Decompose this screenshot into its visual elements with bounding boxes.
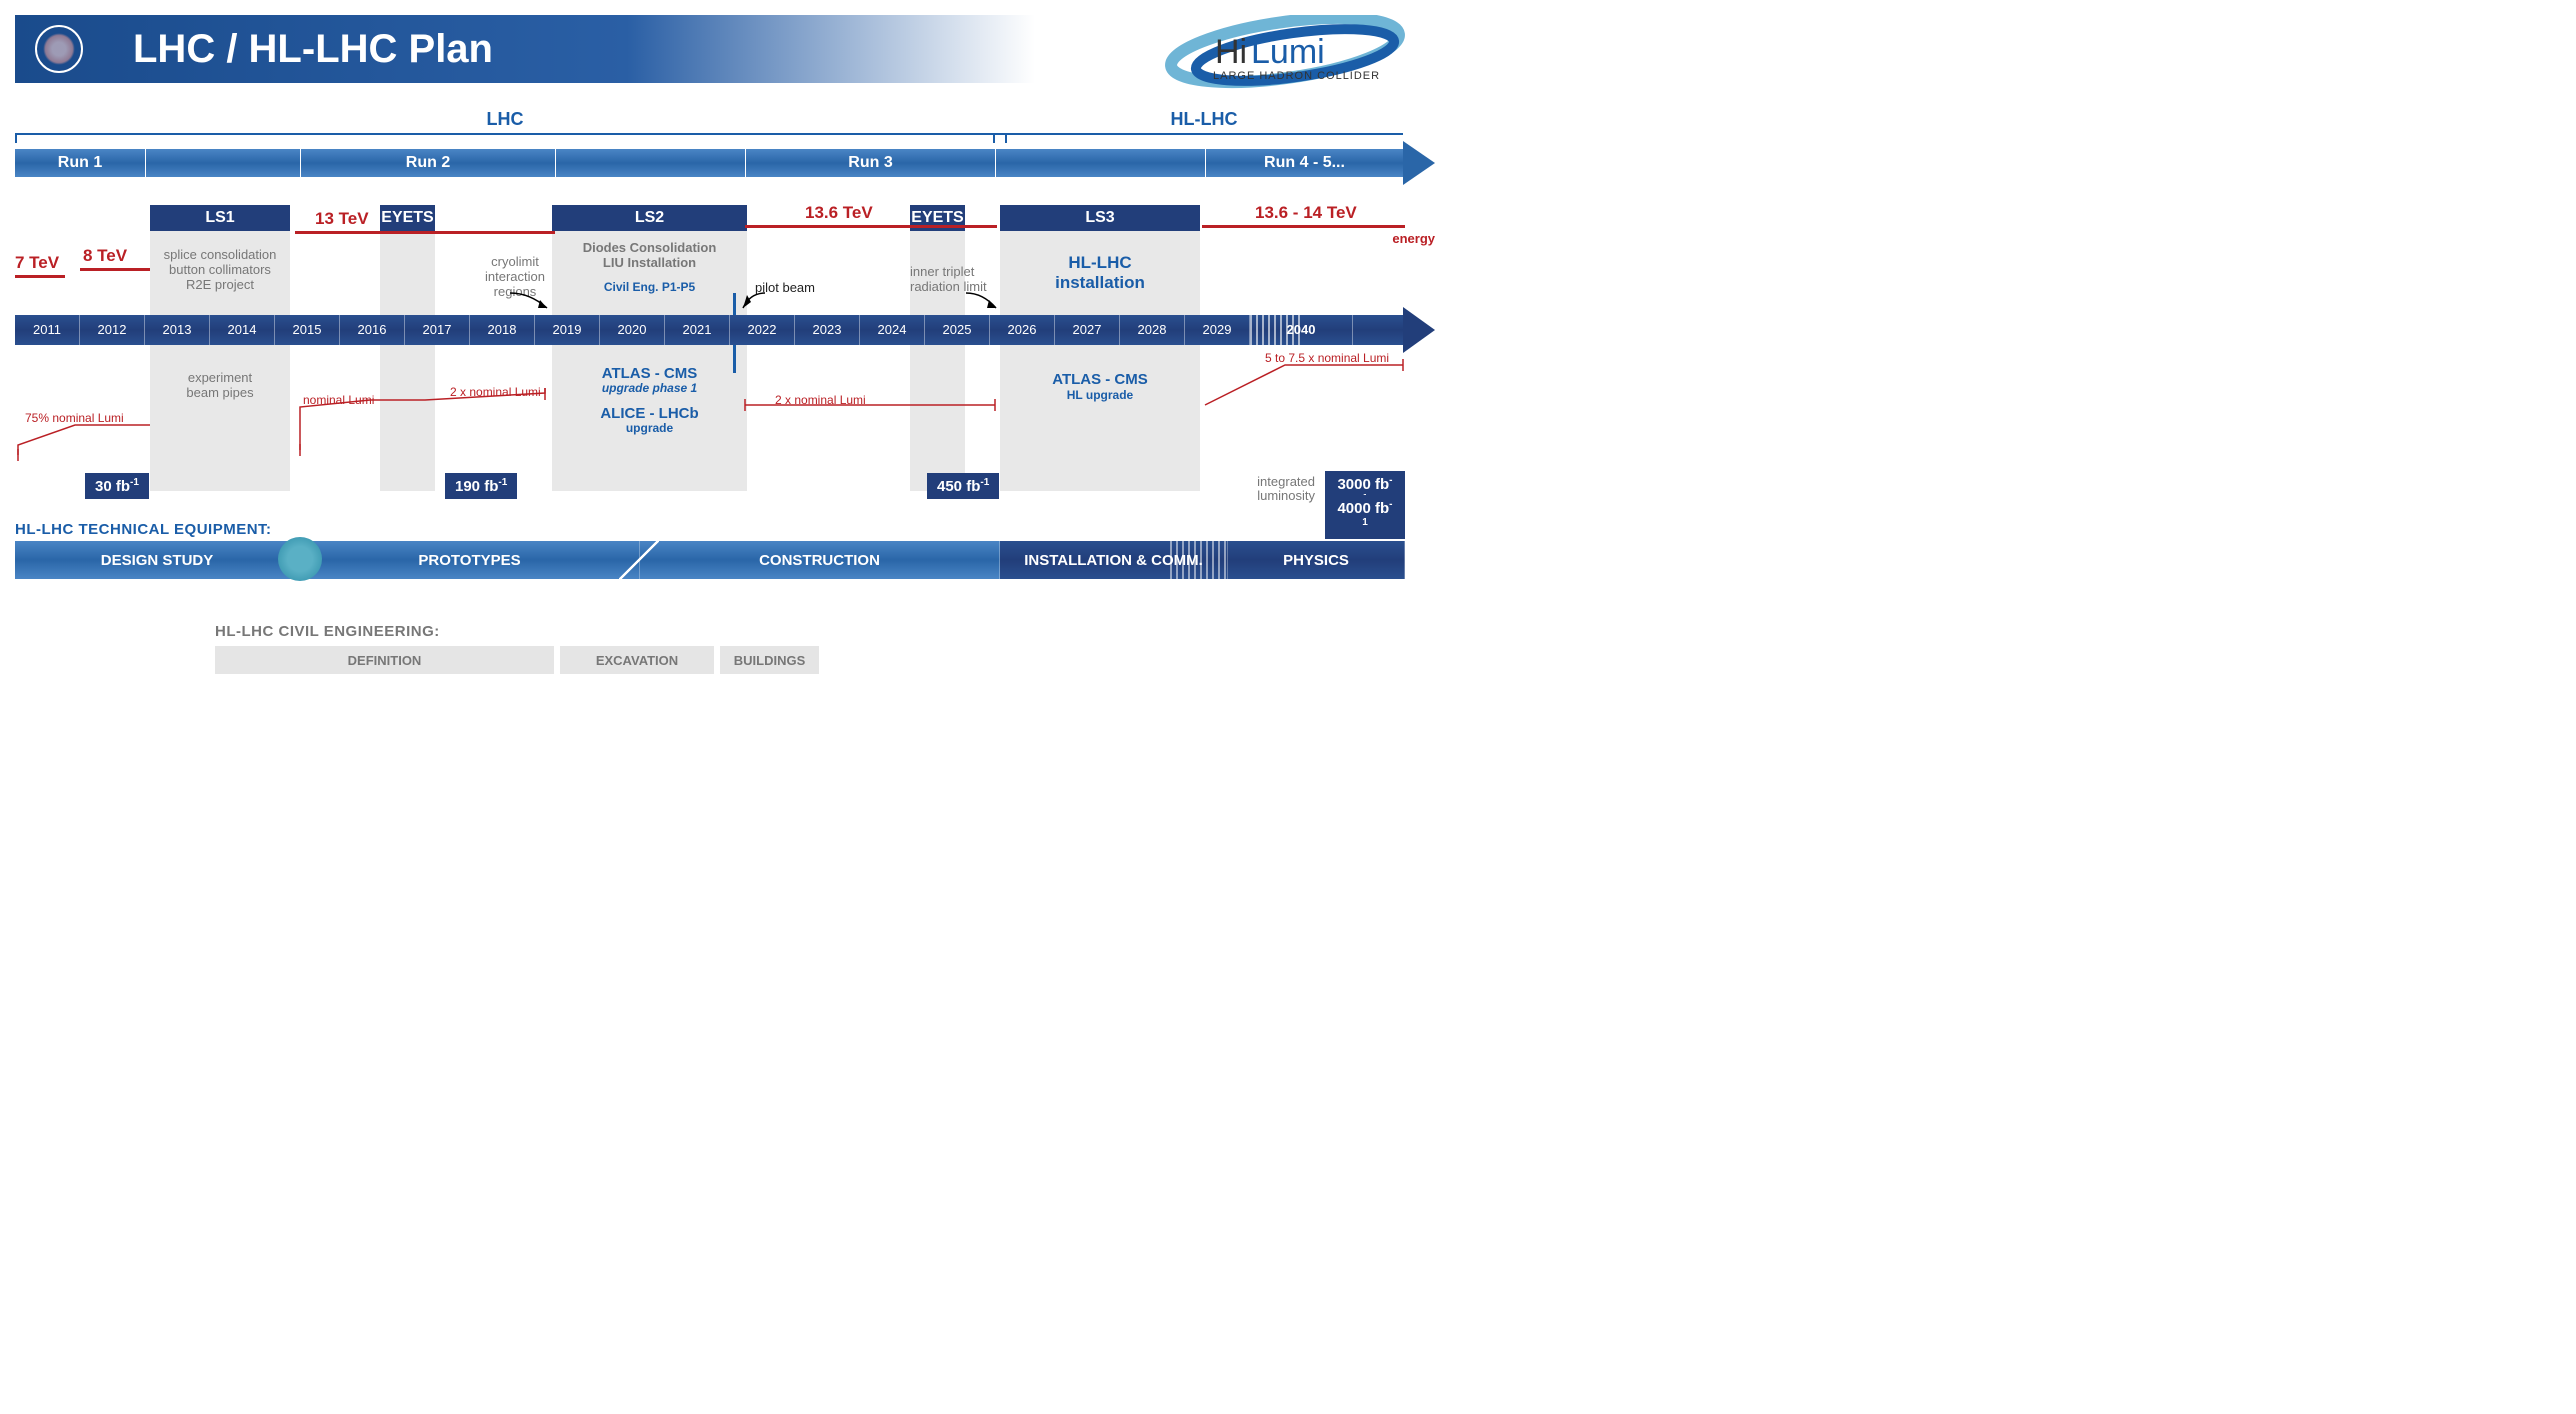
energy-line-1 — [80, 268, 150, 271]
year-2021: 2021 — [665, 315, 730, 345]
int-lumi-label: integrated luminosity — [1245, 475, 1315, 504]
tech-seg-0: DESIGN STUDY — [15, 541, 300, 579]
section-bracket-lhc — [15, 133, 995, 143]
section-label-lhc: LHC — [15, 109, 995, 130]
energy-label-2: 13 TeV — [315, 209, 369, 229]
arrow-pilot-icon — [735, 288, 775, 318]
year-2024: 2024 — [860, 315, 925, 345]
year-2022: 2022 — [730, 315, 795, 345]
section-label-hllhc: HL-LHC — [1005, 109, 1403, 130]
header-logo-icon — [35, 25, 83, 73]
arrow-triplet-icon — [961, 288, 1011, 318]
year-2017: 2017 — [405, 315, 470, 345]
lumi-note-nominal: nominal Lumi — [303, 393, 374, 407]
energy-axis-label: energy — [1392, 231, 1435, 246]
energy-line-0 — [15, 275, 65, 278]
lumi-badge-0: 30 fb-1 — [85, 473, 149, 499]
civil-seg-1: EXCAVATION — [560, 646, 720, 674]
tech-bar: DESIGN STUDYPROTOTYPESCONSTRUCTIONINSTAL… — [15, 541, 1405, 579]
year-axis: 2011201220132014201520162017201820192020… — [15, 315, 1403, 345]
hilumi-logo-icon: Hi Lumi LARGE HADRON COLLIDER — [1085, 15, 1425, 105]
energy-line-4 — [1202, 225, 1405, 228]
section-divider — [995, 133, 1005, 135]
luminosity-graph — [15, 345, 1435, 475]
run-arrow: Run 1 Run 2 Run 3 Run 4 - 5... — [15, 149, 1403, 177]
year-2023: 2023 — [795, 315, 860, 345]
ls-label-2: LS2 — [552, 205, 747, 231]
tech-equip-title: HL-LHC TECHNICAL EQUIPMENT: — [15, 521, 272, 538]
run-gap-3 — [995, 149, 1205, 177]
lumi-note-2x-a: 2 x nominal Lumi — [450, 385, 541, 399]
lumi-badge-1: 190 fb-1 — [445, 473, 517, 499]
tech-seg-4: PHYSICS — [1228, 541, 1405, 579]
energy-line-3 — [745, 225, 997, 228]
note-civil-eng: Civil Eng. P1-P5 — [557, 280, 742, 294]
energy-label-0: 7 TeV — [15, 253, 59, 273]
year-2029: 2029 — [1185, 315, 1250, 345]
header-bar: LHC / HL-LHC Plan — [15, 15, 1035, 83]
run-gap-2 — [555, 149, 745, 177]
svg-text:LARGE HADRON COLLIDER: LARGE HADRON COLLIDER — [1213, 70, 1380, 82]
energy-line-2 — [295, 231, 555, 234]
year-2020: 2020 — [600, 315, 665, 345]
tech-seg-2: CONSTRUCTION — [640, 541, 1000, 579]
year-2028: 2028 — [1120, 315, 1185, 345]
section-bracket-hllhc — [1005, 133, 1403, 143]
run-arrow-head-icon — [1403, 141, 1435, 185]
svg-text:Lumi: Lumi — [1251, 33, 1325, 71]
energy-label-1: 8 TeV — [83, 246, 127, 266]
page-title: LHC / HL-LHC Plan — [133, 27, 493, 72]
run-1: Run 1 — [15, 149, 145, 177]
year-2015: 2015 — [275, 315, 340, 345]
civil-title: HL-LHC CIVIL ENGINEERING: — [215, 623, 1435, 640]
ls-label-1: EYETS — [380, 205, 435, 231]
energy-label-4: 13.6 - 14 TeV — [1255, 203, 1357, 223]
year-2026: 2026 — [990, 315, 1055, 345]
note-splice: splice consolidation button collimators … — [155, 248, 285, 293]
tech-badge-icon — [278, 537, 322, 581]
run-2: Run 2 — [300, 149, 555, 177]
ls-label-4: LS3 — [1000, 205, 1200, 231]
note-diodes: Diodes Consolidation LIU Installation — [557, 241, 742, 271]
lumi-note-2x-b: 2 x nominal Lumi — [775, 393, 866, 407]
civil-bar: DEFINITIONEXCAVATIONBUILDINGS — [215, 646, 1435, 674]
year-2013: 2013 — [145, 315, 210, 345]
year-2016: 2016 — [340, 315, 405, 345]
year-2012: 2012 — [80, 315, 145, 345]
lumi-note-5x: 5 to 7.5 x nominal Lumi — [1265, 351, 1389, 365]
civil-seg-2: BUILDINGS — [720, 646, 825, 674]
energy-label-3: 13.6 TeV — [805, 203, 873, 223]
run-gap-1 — [145, 149, 300, 177]
lumi-note-75: 75% nominal Lumi — [25, 411, 124, 425]
year-hatch — [1250, 315, 1300, 345]
note-hllhc-install: HL-LHC installation — [1005, 253, 1195, 292]
year-2025: 2025 — [925, 315, 990, 345]
civil-seg-0: DEFINITION — [215, 646, 560, 674]
run-4-5: Run 4 - 5... — [1205, 149, 1403, 177]
year-2011: 2011 — [15, 315, 80, 345]
lumi-badge-2: 450 fb-1 — [927, 473, 999, 499]
svg-text:Hi: Hi — [1215, 33, 1247, 71]
run-3: Run 3 — [745, 149, 995, 177]
timeline: LHC HL-LHC Run 1 Run 2 Run 3 Run 4 - 5..… — [15, 113, 1435, 613]
arrow-cryolimit-icon — [505, 288, 565, 318]
int-lumi-v2: 4000 fb-1 — [1325, 495, 1405, 539]
year-2019: 2019 — [535, 315, 600, 345]
year-2018: 2018 — [470, 315, 535, 345]
year-2027: 2027 — [1055, 315, 1120, 345]
ls-label-0: LS1 — [150, 205, 290, 231]
tech-seg-3: INSTALLATION & COMM. — [1000, 541, 1228, 579]
tech-seg-1: PROTOTYPES — [300, 541, 640, 579]
year-2014: 2014 — [210, 315, 275, 345]
